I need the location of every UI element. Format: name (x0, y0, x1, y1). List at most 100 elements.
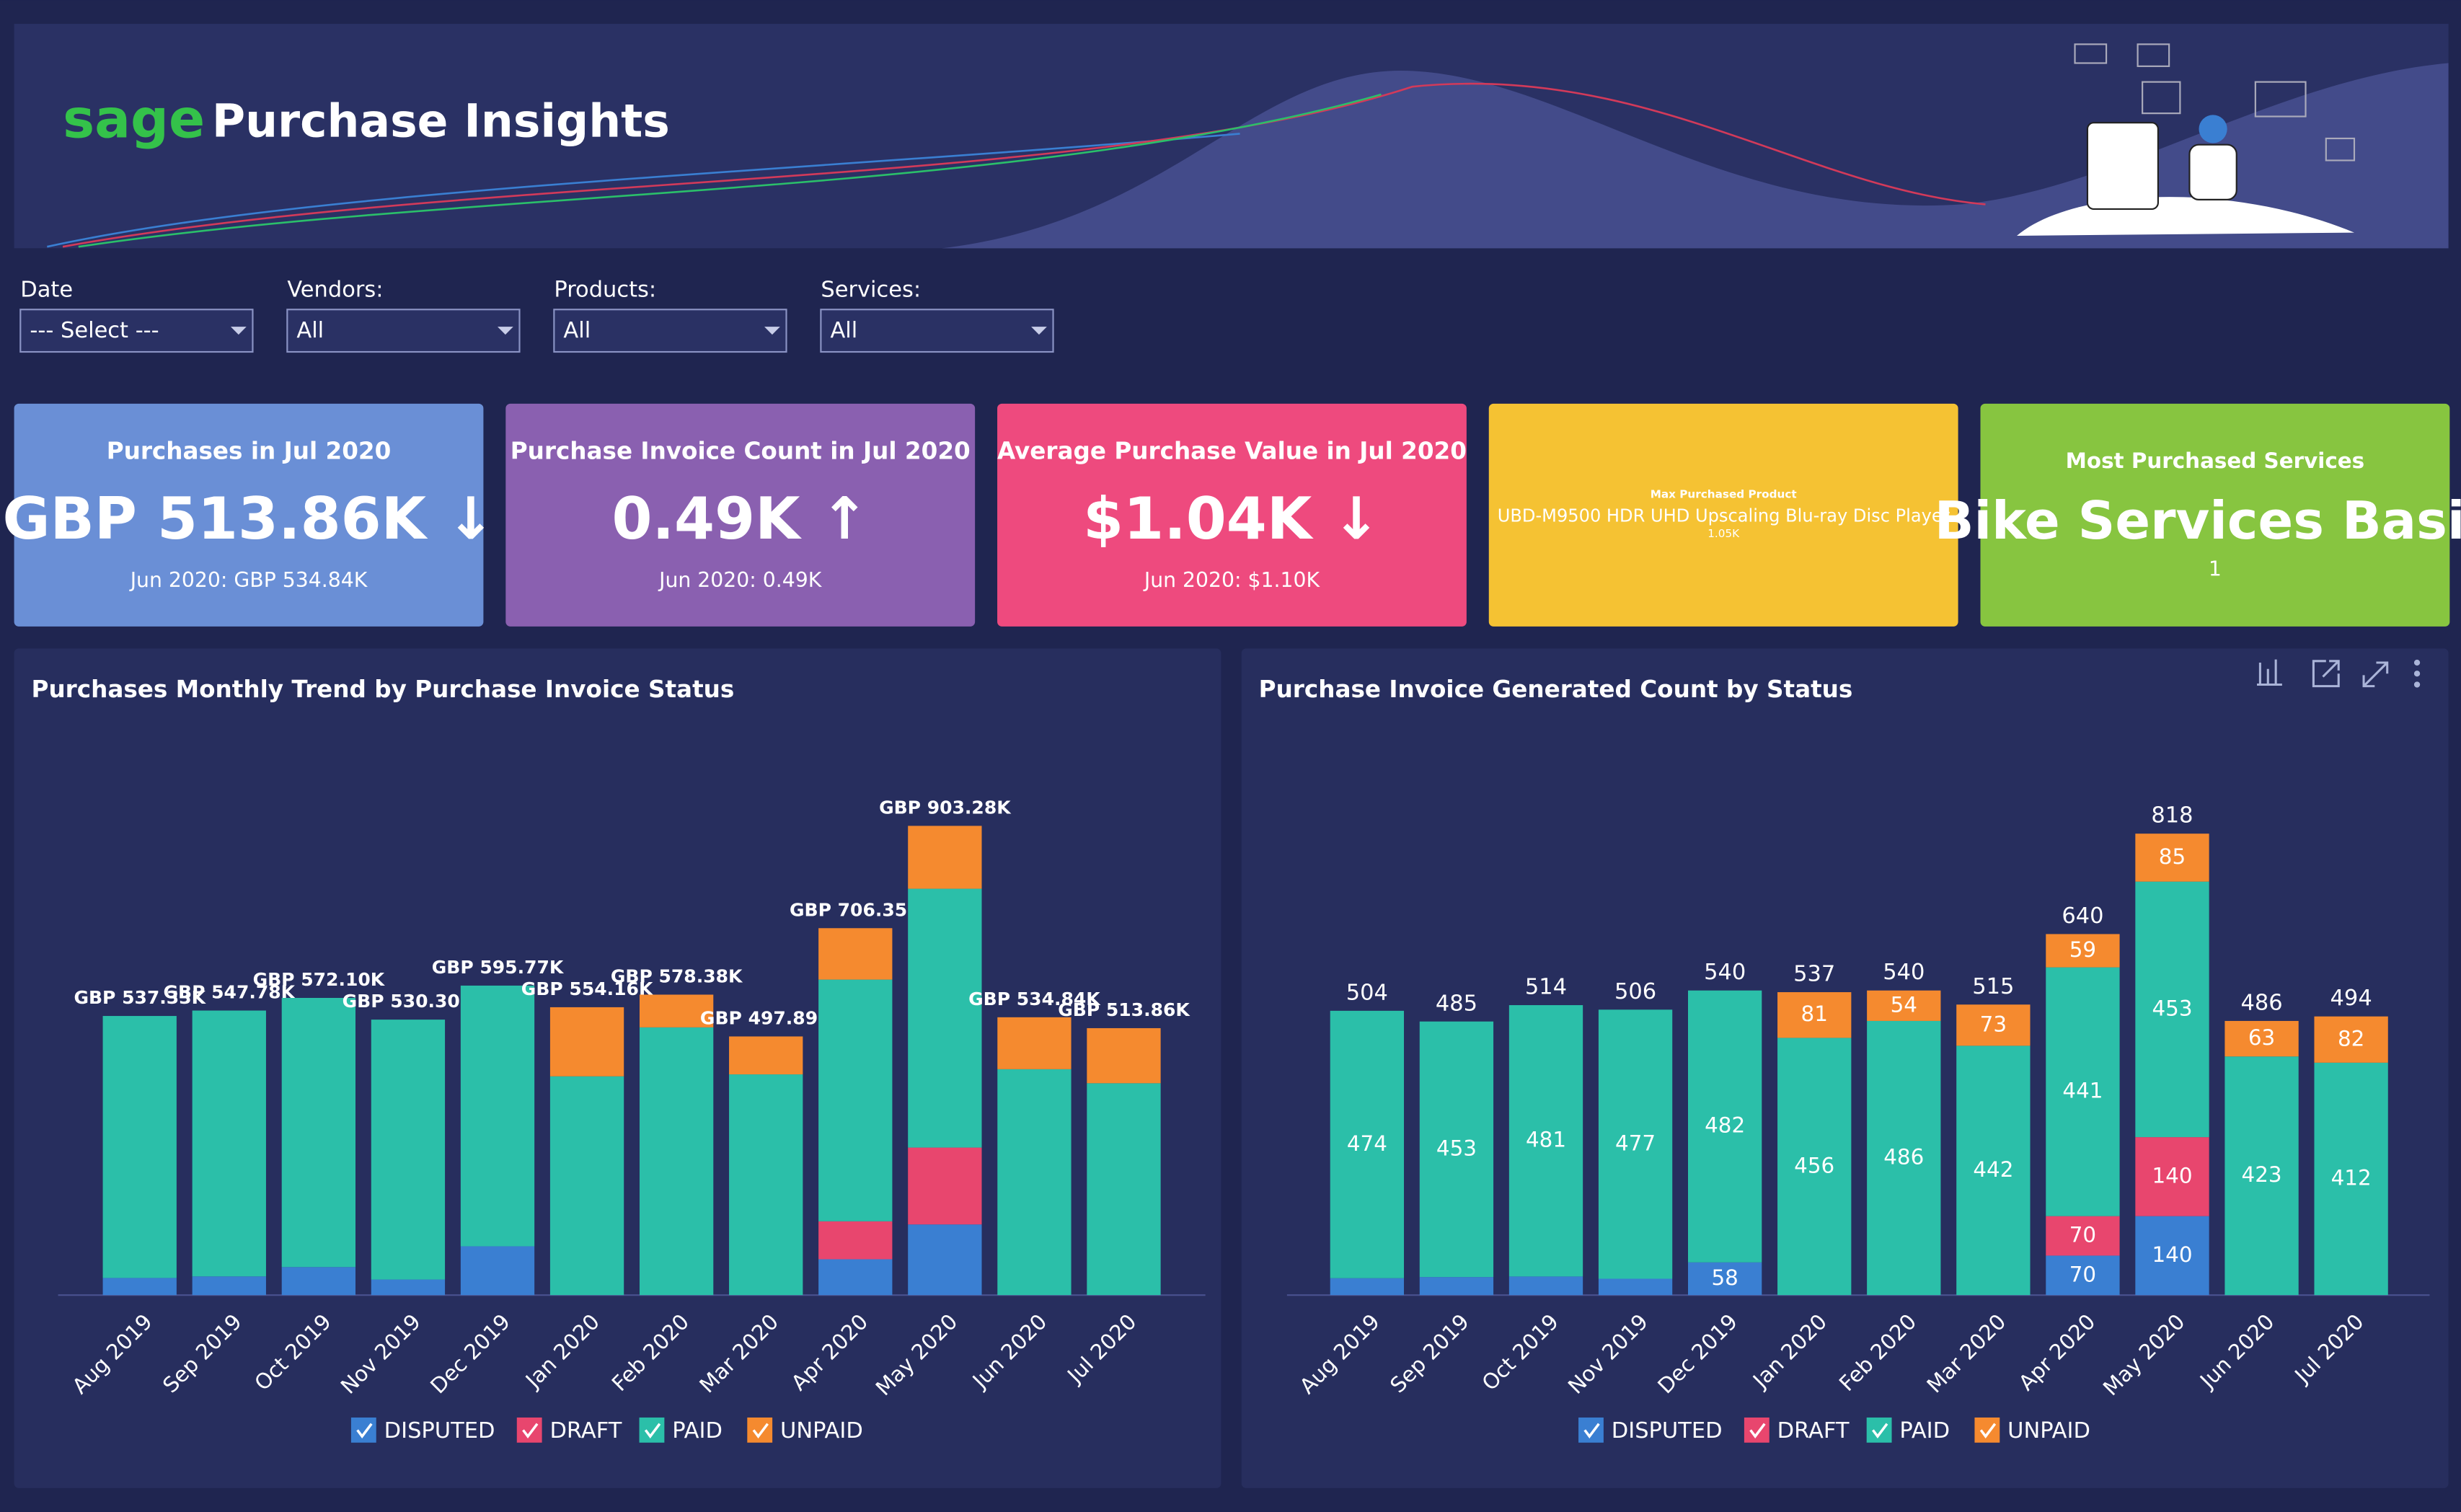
segment-label: 456 (1794, 1153, 1834, 1177)
bar-segment (549, 1007, 624, 1076)
bar-segment (729, 1074, 803, 1296)
legend-item[interactable]: UNPAID (1974, 1417, 2090, 1444)
expand-button[interactable] (2362, 661, 2389, 688)
bar-segment (2224, 1056, 2299, 1296)
legend-item[interactable]: PAID (1866, 1417, 1950, 1444)
total-label: 537 (1793, 962, 1835, 987)
bar-segment (281, 1267, 356, 1296)
legend-check (644, 1423, 661, 1438)
bar-segment (908, 888, 982, 1148)
legend-item[interactable]: UNPAID (747, 1417, 863, 1444)
legend-label: PAID (1899, 1418, 1950, 1444)
total-label: GBP 547.78K (164, 982, 296, 1003)
total-label: 485 (1436, 991, 1477, 1016)
legend-item[interactable]: PAID (639, 1417, 723, 1444)
kpi-background (1488, 403, 1958, 627)
bar-segment (102, 1016, 177, 1278)
dropdown[interactable]: All (286, 309, 521, 353)
kpi-title: Purchase Invoice Count in Jul 2020 (511, 437, 971, 464)
total-label: GBP 572.10K (253, 969, 386, 990)
legend-swatch (747, 1417, 773, 1443)
segment-label: 81 (1801, 1002, 1828, 1026)
kpi-title: Most Purchased Services (2066, 448, 2365, 473)
bar-segment (639, 994, 714, 1027)
kpi-title: Average Purchase Value in Jul 2020 (997, 437, 1467, 464)
kpi-comparison: Jun 2020: 0.49K (658, 568, 823, 592)
total-label: GBP 903.28K (879, 797, 1012, 818)
legend-item[interactable]: DISPUTED (350, 1417, 495, 1444)
bar-segment (2135, 834, 2209, 882)
kpi-card: Average Purchase Value in Jul 2020 $1.04K… (997, 403, 1467, 627)
bar-segment (1956, 1045, 2031, 1296)
segment-label: 441 (2062, 1079, 2103, 1103)
bar-segment (2046, 934, 2120, 968)
dropdown-arrow (764, 327, 780, 335)
segment-label: 82 (2338, 1026, 2364, 1051)
dropdown-value: All (563, 318, 591, 343)
bar-segment (2314, 1062, 2388, 1296)
chart-title: Purchases Monthly Trend by Purchase Invo… (32, 676, 735, 703)
legend-label: DISPUTED (384, 1418, 495, 1444)
dropdown[interactable]: All (820, 309, 1054, 353)
segment-label: 58 (1711, 1265, 1738, 1290)
bar-segment (1687, 990, 1762, 1263)
bar-segment (371, 1279, 446, 1296)
bar-segment (1777, 1038, 1852, 1296)
dropdown-value: All (830, 318, 857, 343)
legend-label: UNPAID (2007, 1418, 2090, 1444)
more-button[interactable] (2413, 659, 2421, 688)
open-button[interactable] (2312, 660, 2340, 688)
legend-item[interactable]: DRAFT (516, 1417, 622, 1444)
filter-label: Date (20, 278, 73, 303)
kpi-value: 0.49K ↑ (611, 485, 869, 552)
kpi-card: Purchase Invoice Count in Jul 2020 0.49K … (505, 403, 976, 627)
total-label: 540 (1883, 960, 1925, 985)
bar-segment (460, 1246, 535, 1296)
segment-label: 63 (2248, 1025, 2275, 1050)
bar-segment (2135, 1216, 2209, 1296)
segment-label: 442 (1973, 1157, 2013, 1182)
kpi-comparison: Jun 2020: $1.10K (1143, 568, 1321, 592)
dropdown-arrow (1031, 327, 1047, 335)
kpi-value: GBP 513.86K ↓ (2, 485, 495, 552)
bar-segment (192, 1010, 266, 1277)
bar-segment (908, 1147, 982, 1225)
legend-label: UNPAID (780, 1418, 863, 1444)
bar-segment (729, 1036, 803, 1075)
kpi-background (505, 403, 976, 627)
legend-item[interactable]: DRAFT (1744, 1417, 1850, 1444)
bar-segment (281, 997, 356, 1268)
kpi-background (1980, 403, 2450, 627)
legend-item[interactable]: DISPUTED (1578, 1417, 1723, 1444)
segment-label: 85 (2159, 844, 2186, 869)
bar-segment (639, 1027, 714, 1296)
total-label: 515 (1972, 974, 2014, 999)
chart-title: Purchase Invoice Generated Count by Stat… (1259, 676, 1853, 703)
kpi-row: Purchases in Jul 2020 GBP 513.86K ↓ Jun 20… (2, 403, 2461, 627)
bar-segment (1687, 1262, 1762, 1296)
logo: sage (63, 89, 205, 151)
total-label: 818 (2151, 803, 2193, 828)
banner-line (47, 133, 1240, 248)
dropdown-value: All (296, 318, 324, 343)
bar-segment (1419, 1021, 1494, 1278)
bar-segment (549, 1076, 624, 1296)
dropdown[interactable]: All (553, 309, 787, 353)
total-label: GBP 595.77K (432, 957, 565, 978)
bar-segment (1598, 1009, 1673, 1279)
dropdown-arrow (230, 327, 247, 335)
kpi-title: Purchases in Jul 2020 (107, 437, 392, 464)
total-label: GBP 578.38K (611, 966, 743, 987)
bar-segment (1330, 1010, 1405, 1278)
dropdown-box (820, 309, 1054, 353)
segment-label: 59 (2069, 937, 2096, 962)
legend-check (1872, 1423, 1888, 1438)
chart-type-button[interactable] (2257, 659, 2282, 686)
segment-label: 412 (2331, 1166, 2372, 1190)
dropdown[interactable]: --- Select --- (19, 309, 254, 353)
bar-segment (2046, 1255, 2120, 1296)
segment-label: 73 (1980, 1012, 2007, 1036)
filters: Date --- Select --- Vendors: All Products: Al… (19, 278, 1054, 353)
total-label: 504 (1346, 980, 1388, 1005)
